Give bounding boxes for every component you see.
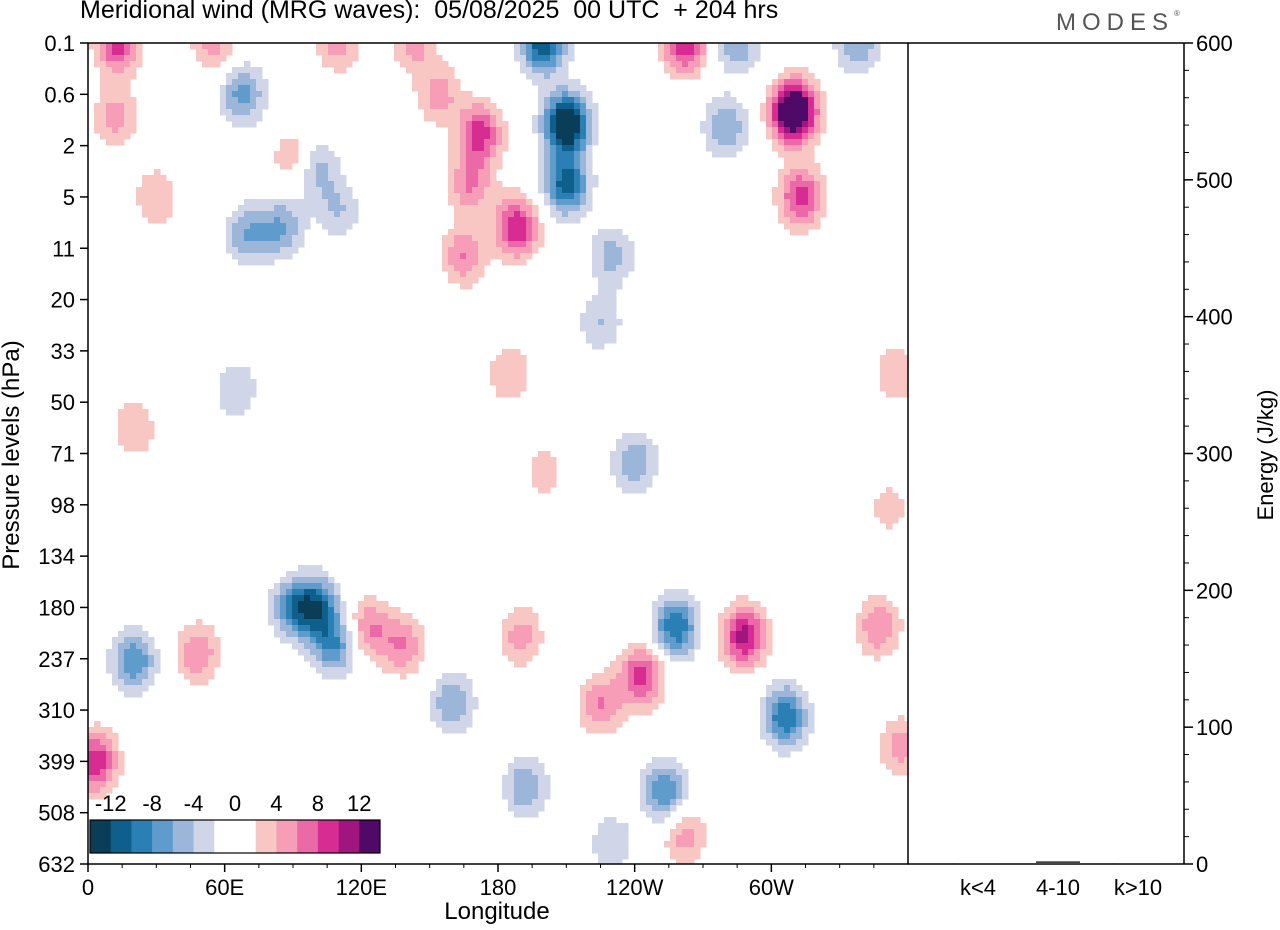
x-tick-label: 180 bbox=[480, 875, 517, 900]
x-tick-label: 120E bbox=[336, 875, 387, 900]
energy-category-label: k<4 bbox=[960, 875, 996, 900]
y-tick-label: 632 bbox=[38, 852, 75, 877]
colorbar-swatch bbox=[131, 820, 153, 853]
colorbar-swatch bbox=[317, 820, 339, 853]
y-tick-label: 11 bbox=[52, 236, 75, 261]
colorbar-frame bbox=[89, 819, 381, 854]
y-tick-label: 0.6 bbox=[44, 82, 75, 107]
y-tick-label: 50 bbox=[51, 390, 75, 415]
x-tick-label: 60W bbox=[749, 875, 794, 900]
y-tick-label: 71 bbox=[51, 442, 75, 467]
y-tick-label: 180 bbox=[38, 595, 75, 620]
energy-tick-label: 200 bbox=[1196, 578, 1233, 603]
y-tick-label: 0.1 bbox=[44, 31, 75, 56]
colorbar-label: 12 bbox=[347, 791, 371, 816]
energy-tick-label: 500 bbox=[1196, 168, 1233, 193]
y-tick-label: 237 bbox=[38, 647, 75, 672]
modes-logo: MODES® bbox=[1056, 9, 1180, 37]
y-tick-label: 20 bbox=[51, 288, 75, 313]
y-tick-label: 310 bbox=[38, 698, 75, 723]
energy-axes: 0 100 200 300 400 500 600 k<4 4-10 k>10 bbox=[908, 31, 1233, 900]
y-tick-label: 134 bbox=[38, 544, 75, 569]
colorbar-swatch bbox=[214, 820, 236, 853]
x-tick-label: 0 bbox=[82, 875, 94, 900]
energy-tick-label: 300 bbox=[1196, 442, 1233, 467]
colorbar-swatch bbox=[359, 820, 381, 853]
energy-category-label: k>10 bbox=[1114, 875, 1162, 900]
colorbar-swatch bbox=[297, 820, 319, 853]
colorbar-swatch bbox=[193, 820, 215, 853]
y-tick-label: 399 bbox=[38, 749, 75, 774]
colorbar-label: 4 bbox=[270, 791, 282, 816]
colorbar-label: 8 bbox=[312, 791, 324, 816]
colorbar-swatch bbox=[90, 820, 112, 853]
energy-tick-label: 600 bbox=[1196, 31, 1233, 56]
x-axis-label: Longitude bbox=[444, 898, 550, 925]
colorbar-swatch bbox=[152, 820, 174, 853]
energy-tick-label: 0 bbox=[1196, 852, 1208, 877]
energy-bar bbox=[1036, 861, 1080, 864]
colorbar-swatch bbox=[235, 820, 257, 853]
energy-bar bbox=[956, 863, 1000, 864]
y-tick-label: 5 bbox=[63, 185, 75, 210]
colorbar-label: 0 bbox=[229, 791, 241, 816]
y-tick-label: 508 bbox=[38, 801, 75, 826]
y-tick-label: 98 bbox=[51, 493, 75, 518]
y-tick-label: 2 bbox=[63, 134, 75, 159]
energy-bar bbox=[1116, 863, 1160, 864]
energy-tick-label: 400 bbox=[1196, 305, 1233, 330]
logo-mark: ® bbox=[1174, 9, 1180, 18]
contour-plot bbox=[88, 43, 909, 865]
colorbar-swatch bbox=[110, 820, 132, 853]
logo-text: MODES bbox=[1056, 9, 1175, 36]
colorbar-swatch bbox=[172, 820, 194, 853]
colorbar-swatch bbox=[255, 820, 277, 853]
colorbar-label: -4 bbox=[184, 791, 204, 816]
y-axis-label: Pressure levels (hPa) bbox=[0, 340, 25, 570]
longitude-pressure-axes: 0.1 0.6 2 5 11 20 33 50 71 98 134 180 237 310 399 508 63… bbox=[38, 31, 909, 900]
energy-category-label: 4-10 bbox=[1036, 875, 1080, 900]
colorbar: -12 -8 -4 0 4 8 12 bbox=[89, 791, 381, 854]
chart-title: Meridional wind (MRG waves): 05/08/2025 … bbox=[80, 0, 779, 24]
colorbar-label: -8 bbox=[142, 791, 162, 816]
y-tick-label: 33 bbox=[51, 339, 75, 364]
energy-tick-label: 100 bbox=[1196, 715, 1233, 740]
x-tick-label: 60E bbox=[205, 875, 244, 900]
colorbar-label: -12 bbox=[95, 791, 127, 816]
colorbar-swatch bbox=[338, 820, 360, 853]
x-tick-label: 120W bbox=[606, 875, 664, 900]
energy-axis-label: Energy (J/kg) bbox=[1253, 389, 1278, 521]
colorbar-swatch bbox=[276, 820, 298, 853]
